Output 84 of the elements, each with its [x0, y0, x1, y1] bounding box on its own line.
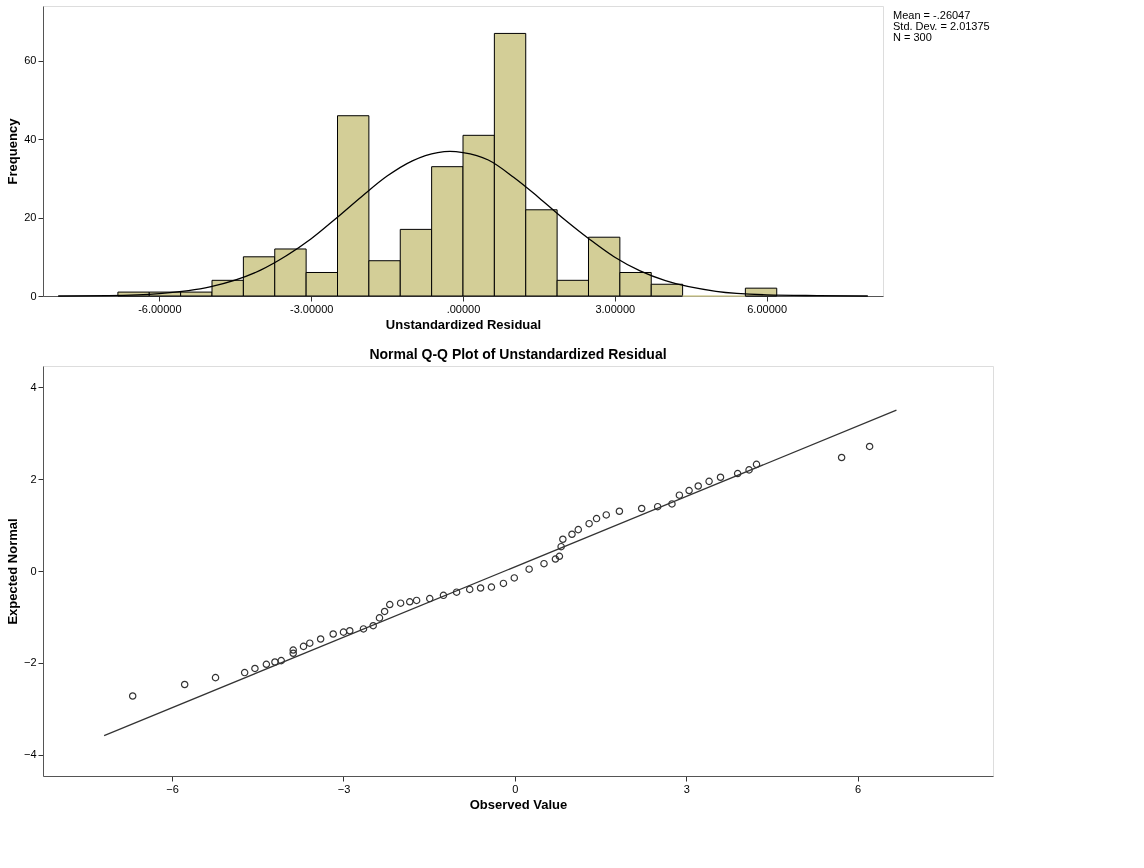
- point: [602, 511, 611, 519]
- x-tick-label: 6: [855, 782, 862, 795]
- point: [540, 559, 548, 568]
- y-tick-label: 0: [30, 289, 37, 302]
- point: [653, 502, 662, 511]
- point: [499, 579, 508, 588]
- point: [211, 673, 220, 682]
- point: [592, 514, 601, 523]
- point: [637, 504, 646, 513]
- point: [289, 646, 297, 654]
- point: [346, 627, 354, 635]
- point: [180, 680, 189, 689]
- chart-title: Normal Q-Q Plot of Unstandardized Residual: [369, 346, 667, 362]
- text: N = 300: [893, 31, 932, 43]
- x-tick-label: 3: [683, 782, 690, 795]
- point: [865, 442, 874, 451]
- point: [405, 598, 414, 606]
- point: [262, 660, 271, 669]
- point: [128, 692, 137, 700]
- y-tick-label: 4: [30, 380, 37, 393]
- point: [752, 460, 761, 469]
- point: [412, 596, 421, 605]
- point: [510, 574, 519, 582]
- point: [306, 639, 314, 647]
- point: [299, 642, 308, 651]
- point: [559, 535, 567, 544]
- y-tick-label: 60: [24, 54, 37, 67]
- point: [425, 594, 434, 603]
- point: [465, 585, 474, 594]
- point: [555, 552, 564, 561]
- y-tick-label: 0: [30, 564, 37, 577]
- point: [716, 473, 725, 481]
- x-tick-label: 0: [512, 782, 519, 795]
- point: [615, 507, 624, 515]
- point: [380, 607, 389, 616]
- text: Std. Dev. = 2.01375: [893, 20, 990, 32]
- point: [694, 482, 702, 490]
- y-tick-label: −4: [23, 748, 37, 761]
- x-tick-label: -6.00000: [138, 302, 182, 315]
- point: [837, 453, 846, 462]
- y-tick-label: 20: [24, 211, 37, 224]
- point: [375, 614, 384, 622]
- point: [525, 565, 533, 573]
- text: Mean = -.26047: [893, 9, 971, 21]
- point: [385, 600, 394, 609]
- point: [487, 583, 496, 591]
- x-tick-label: .00000: [446, 302, 481, 315]
- y-axis-title: Frequency: [5, 117, 21, 185]
- point: [585, 519, 593, 528]
- y-tick-label: 40: [24, 132, 37, 145]
- point: [251, 664, 259, 673]
- point: [733, 469, 742, 478]
- point: [745, 466, 753, 474]
- point: [329, 630, 337, 638]
- point: [452, 588, 461, 596]
- point: [557, 542, 565, 551]
- y-tick-label: −2: [23, 656, 37, 669]
- point: [574, 525, 583, 534]
- point: [568, 530, 576, 538]
- x-tick-label: -3.00000: [289, 302, 334, 315]
- x-axis-title: Observed Value: [469, 796, 568, 812]
- point: [668, 500, 676, 508]
- x-axis-title: Unstandardized Residual: [385, 316, 542, 332]
- point: [271, 658, 279, 666]
- point: [240, 668, 249, 677]
- x-tick-label: 3.00000: [595, 302, 636, 315]
- point: [685, 486, 693, 495]
- point: [316, 635, 325, 643]
- x-tick-label: 6.00000: [747, 302, 787, 315]
- point: [675, 491, 684, 499]
- x-tick-label: −3: [337, 782, 351, 795]
- point: [551, 555, 560, 563]
- y-axis-title: Expected Normal: [4, 518, 20, 625]
- point: [439, 591, 448, 600]
- point: [277, 656, 285, 665]
- point: [369, 621, 377, 630]
- point: [705, 477, 713, 486]
- point: [476, 584, 485, 592]
- x-tick-label: −6: [166, 782, 179, 795]
- point: [359, 625, 368, 633]
- point: [289, 649, 297, 658]
- y-tick-label: 2: [30, 472, 37, 485]
- point: [339, 628, 348, 636]
- point: [396, 599, 405, 607]
